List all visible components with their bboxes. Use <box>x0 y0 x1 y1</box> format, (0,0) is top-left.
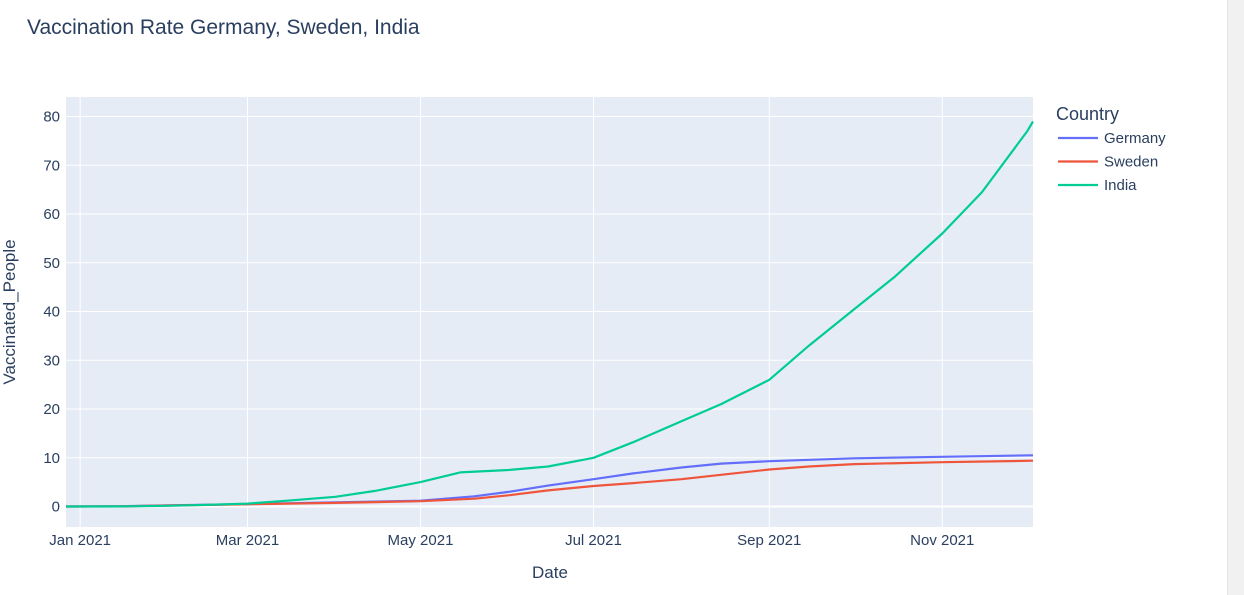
x-tick-label: Sep 2021 <box>737 532 801 549</box>
chart-title: Vaccination Rate Germany, Sweden, India <box>27 16 420 39</box>
y-tick-label: 10 <box>43 450 60 467</box>
x-tick-label: May 2021 <box>388 532 454 549</box>
series-lines <box>65 120 1034 508</box>
legend-label-sweden: Sweden <box>1104 154 1158 171</box>
grid-lines <box>66 97 1033 527</box>
y-tick-label: 20 <box>43 401 60 418</box>
x-tick-label: Jan 2021 <box>49 532 111 549</box>
y-tick-label: 60 <box>43 206 60 223</box>
legend: Country Germany Sweden India <box>1056 104 1166 194</box>
x-tick-label: Mar 2021 <box>216 532 279 549</box>
y-tick-label: 50 <box>43 255 60 272</box>
vertical-scrollbar[interactable] <box>1227 0 1244 595</box>
x-tick-label: Nov 2021 <box>910 532 974 549</box>
y-axis-title: Vaccinated_People <box>0 239 19 384</box>
legend-label-india: India <box>1104 177 1137 194</box>
y-tick-label: 30 <box>43 352 60 369</box>
legend-title: Country <box>1056 104 1119 124</box>
x-tick-label: Jul 2021 <box>565 532 622 549</box>
series-line-india <box>65 120 1034 508</box>
y-tick-label: 70 <box>43 157 60 174</box>
y-tick-label: 80 <box>43 109 60 126</box>
legend-label-germany: Germany <box>1104 130 1166 147</box>
y-tick-label: 0 <box>52 499 60 516</box>
y-tick-label: 40 <box>43 304 60 321</box>
x-axis-ticks: Jan 2021 Mar 2021 May 2021 Jul 2021 Sep 2021… <box>49 532 974 549</box>
x-axis-title: Date <box>532 563 568 582</box>
y-axis-ticks: 0 10 20 30 40 50 60 70 80 <box>43 109 60 516</box>
